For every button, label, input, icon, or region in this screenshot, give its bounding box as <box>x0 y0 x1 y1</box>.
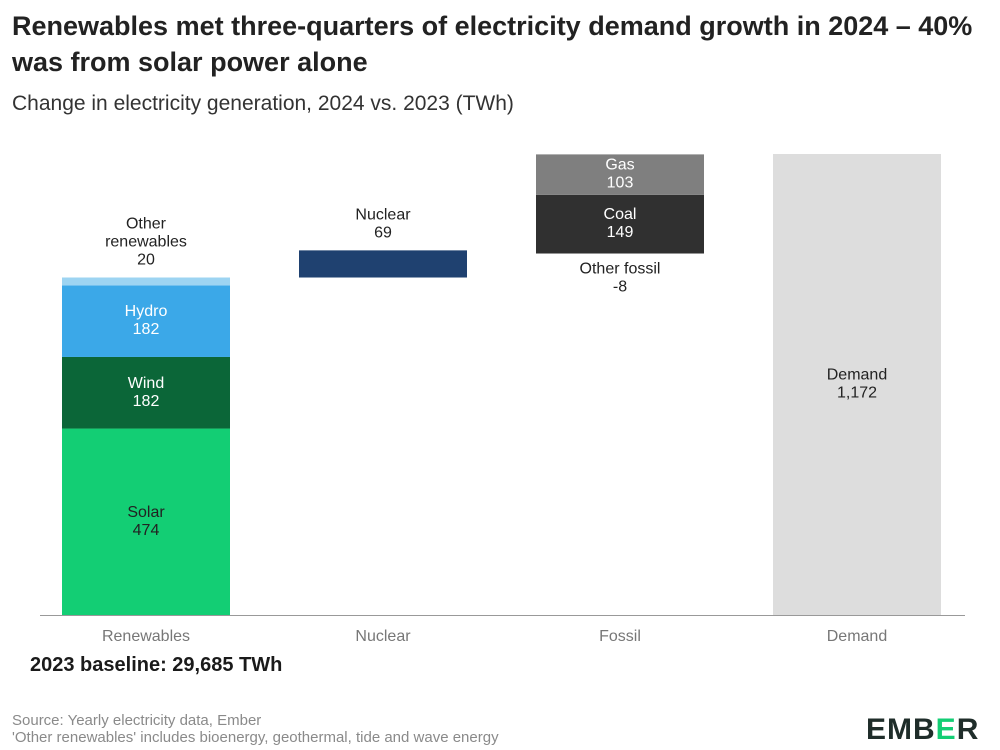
chart-title: Renewables met three-quarters of electri… <box>12 11 973 77</box>
solar-label: Solar 474 <box>127 504 165 539</box>
other-renewables-label: Other renewables 20 <box>105 216 187 269</box>
source-line: Source: Yearly electricity data, Ember <box>12 712 262 729</box>
x-tick-label: Fossil <box>599 628 641 645</box>
logo-mark: E <box>935 713 957 746</box>
nuclear-label: Nuclear 69 <box>355 206 411 241</box>
source-note: Source: Yearly electricity data, Ember '… <box>12 712 499 746</box>
coal-label: Coal 149 <box>604 206 637 241</box>
logo-text: R <box>956 713 980 746</box>
coal-bar <box>536 194 704 254</box>
logo-text: EMB <box>866 713 936 746</box>
wind-bar <box>62 356 230 429</box>
wind-label: Wind 182 <box>128 375 164 410</box>
demand-bar <box>773 154 941 615</box>
solar-bar <box>62 428 230 615</box>
hydro-label: Hydro 182 <box>125 303 168 338</box>
chart-subtitle: Change in electricity generation, 2024 v… <box>12 92 514 115</box>
x-tick-label: Renewables <box>102 628 190 645</box>
source-line: 'Other renewables' includes bioenergy, g… <box>12 729 499 746</box>
x-tick-label: Demand <box>827 628 887 645</box>
nuclear-bar <box>299 250 467 278</box>
ember-logo: EMBER <box>866 713 979 747</box>
gas-label: Gas 103 <box>605 157 634 192</box>
other-fossil-label: Other fossil -8 <box>580 261 661 296</box>
baseline-note: 2023 baseline: 29,685 TWh <box>30 654 283 676</box>
other-renewables-bar <box>62 277 230 286</box>
demand-label: Demand 1,172 <box>827 367 887 402</box>
x-tick-label: Nuclear <box>355 628 411 645</box>
waterfall-chart: Solar 474 Wind 182 Hydro 182 Other renewables 20… <box>40 154 965 645</box>
gas-bar <box>536 154 704 195</box>
hydro-bar <box>62 285 230 357</box>
